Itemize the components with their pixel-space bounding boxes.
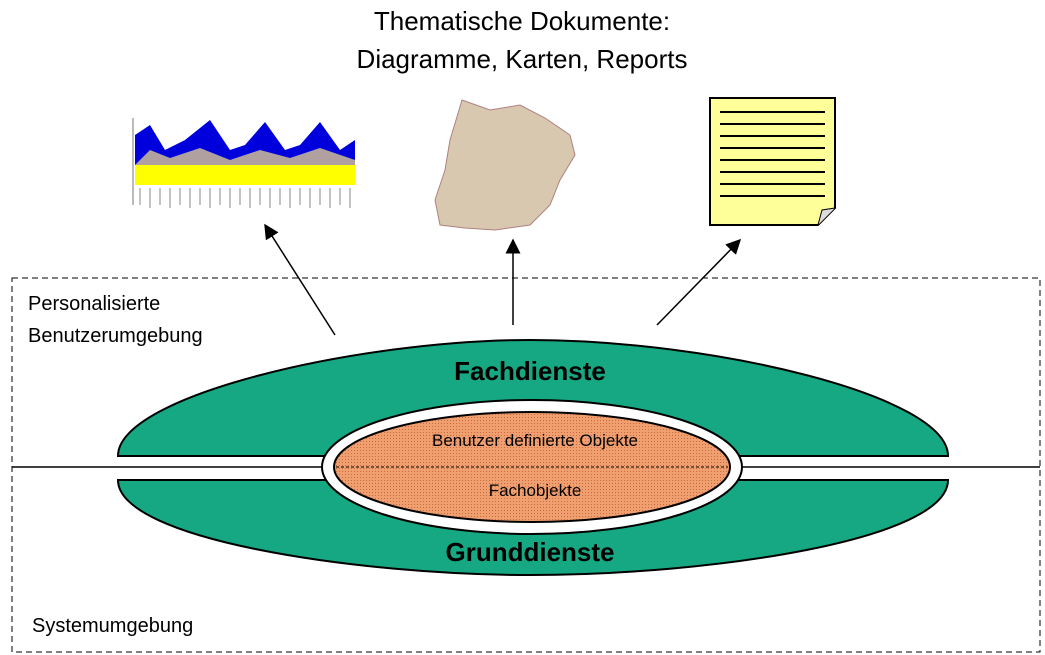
- service-label: Fachdienste: [454, 356, 606, 386]
- title-line: Diagramme, Karten, Reports: [357, 44, 688, 74]
- chart-icon: [132, 118, 355, 208]
- report-icon: [709, 97, 836, 226]
- upper-service-layer: [116, 338, 950, 457]
- object-label: Benutzer definierte Objekte: [432, 431, 638, 450]
- region-label: Personalisierte: [28, 293, 160, 315]
- arrow: [656, 238, 742, 326]
- region-label: Systemumgebung: [32, 615, 193, 637]
- environment-frame: [11, 277, 1041, 653]
- map-icon: [434, 99, 576, 231]
- service-label: Grunddienste: [445, 537, 614, 567]
- title-line: Thematische Dokumente:: [374, 6, 670, 36]
- region-label: Benutzerumgebung: [28, 325, 203, 347]
- object-label: Fachobjekte: [489, 481, 582, 500]
- arrow: [264, 223, 336, 336]
